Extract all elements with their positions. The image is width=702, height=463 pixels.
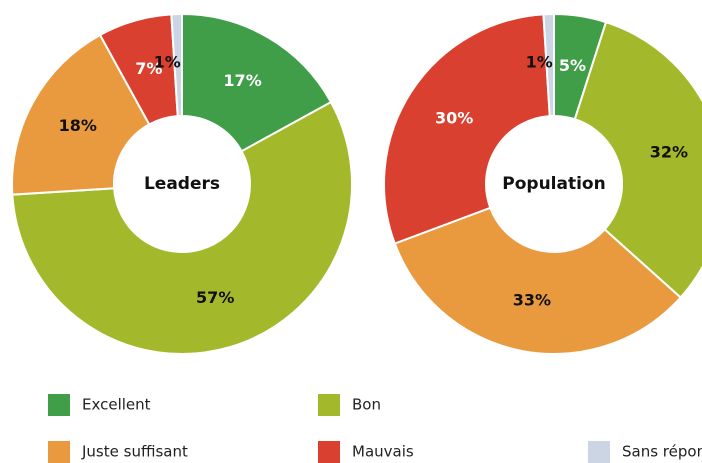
data-label: 57% [196, 288, 234, 307]
donut-segment [11, 33, 151, 196]
legend-swatch [588, 441, 610, 463]
legend-label: Mauvais [352, 443, 414, 461]
legend-swatch [48, 441, 70, 463]
legend-swatch [318, 441, 340, 463]
data-label: 17% [223, 71, 261, 90]
data-label: 1% [526, 52, 553, 71]
legend-label: Sans réponse [622, 443, 702, 461]
donut-segment [170, 12, 183, 118]
legend-label: Juste suffisant [81, 443, 188, 461]
legend-swatch [48, 394, 70, 416]
center-label: Population [502, 174, 605, 194]
donut-segment [573, 20, 702, 299]
data-label: 1% [154, 52, 181, 71]
data-label: 33% [513, 290, 551, 309]
data-label: 30% [435, 109, 473, 128]
donut-segment [542, 12, 555, 118]
donut-segment [181, 12, 333, 153]
center-label: Leaders [144, 174, 220, 194]
data-label: 18% [59, 116, 97, 135]
legend-swatch [318, 394, 340, 416]
legend-label: Excellent [82, 396, 151, 414]
donut-segment [383, 13, 551, 245]
donut-segment [393, 206, 682, 355]
legend-label: Bon [352, 396, 381, 414]
data-label: 32% [650, 142, 688, 161]
data-label: 7% [135, 59, 162, 78]
data-label: 5% [559, 56, 586, 75]
donut-segment [11, 100, 353, 356]
